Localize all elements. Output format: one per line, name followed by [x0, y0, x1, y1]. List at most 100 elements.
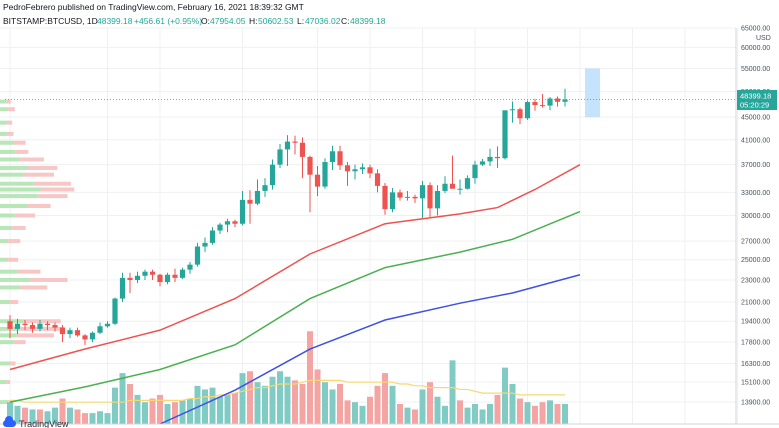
- candle: [472, 160, 478, 184]
- candle: [37, 319, 43, 332]
- volume-bar: [359, 405, 366, 424]
- y-axis-ticks[interactable]: 13900.00 15100.00 16300.00 17800.00 19400.00…: [741, 26, 770, 407]
- last-price: 48399.18: [97, 16, 133, 26]
- projection-rect: [585, 68, 600, 118]
- profile-bar-up: [0, 300, 11, 305]
- current-price-label: 48399.18: [740, 92, 771, 101]
- volume-bar: [374, 385, 381, 424]
- volume-bar: [44, 411, 51, 424]
- candle-body: [547, 98, 553, 106]
- candle: [134, 271, 141, 284]
- candle-body: [247, 199, 253, 204]
- y-tick-label: 41000.00: [741, 137, 770, 144]
- candle: [112, 297, 118, 326]
- y-tick-label: 60000.00: [741, 45, 770, 52]
- volume-ma-line: [10, 379, 565, 403]
- y-tick-label: 45000.00: [741, 115, 770, 122]
- profile-bar-down: [20, 285, 48, 290]
- candle: [217, 222, 223, 234]
- candle-body: [104, 323, 111, 327]
- candle-body: [517, 109, 523, 119]
- candle: [29, 322, 36, 333]
- candle-body: [67, 330, 73, 335]
- candle: [254, 179, 261, 206]
- candle-body: [299, 142, 306, 157]
- candle-body: [502, 110, 508, 159]
- candle: [427, 182, 433, 218]
- candle-body: [292, 141, 298, 143]
- candle: [89, 331, 96, 343]
- profile-bar-up: [0, 181, 34, 186]
- candle: [232, 219, 238, 228]
- profile-bar-up: [0, 340, 14, 345]
- volume-bar: [427, 382, 433, 424]
- volume-bar: [509, 384, 516, 424]
- profile-bar-down: [40, 187, 75, 192]
- candle: [502, 110, 508, 160]
- volume-bar: [254, 382, 261, 424]
- candle: [404, 190, 411, 201]
- close-value: 48399.18: [350, 16, 386, 26]
- price-change: +456.61 (+0.95%): [134, 16, 202, 26]
- profile-bar-down: [10, 300, 19, 305]
- volume-bar: [404, 407, 411, 424]
- profile-bar-up: [0, 333, 17, 338]
- candle-body: [539, 105, 546, 107]
- ohlc-header: BITSTAMP:BTCUSD, 1D 48399.18 +456.61 (+0…: [3, 16, 386, 26]
- candle-body: [179, 269, 186, 278]
- tradingview-logo[interactable]: TradingView: [3, 416, 69, 428]
- volume-bar: [284, 376, 291, 424]
- profile-bar-down: [10, 361, 16, 366]
- profile-bar-down: [8, 400, 12, 405]
- volume-bar: [487, 404, 493, 424]
- candle-body: [524, 102, 531, 119]
- volume-bar: [149, 398, 156, 424]
- candle-body: [322, 162, 328, 187]
- candle: [82, 334, 88, 345]
- profile-bar-down: [16, 333, 54, 338]
- candle-body: [449, 183, 456, 189]
- candle-body: [59, 327, 66, 335]
- volume-bar: [14, 405, 21, 424]
- y-tick-label: 13900.00: [741, 400, 770, 407]
- candle: [517, 107, 523, 125]
- candle: [314, 165, 321, 197]
- candle: [352, 164, 358, 180]
- candle: [337, 145, 343, 170]
- candle: [269, 159, 276, 190]
- volume-bar: [382, 373, 388, 424]
- candle: [524, 100, 531, 120]
- volume-bar: [389, 385, 396, 424]
- tradingview-wordmark: TradingView: [19, 419, 69, 428]
- volume-bar: [119, 373, 126, 424]
- profile-bar-up: [0, 204, 27, 209]
- profile-bar-down: [6, 120, 13, 125]
- candle: [14, 318, 21, 335]
- y-tick-label: 65000.00: [741, 26, 770, 33]
- candle: [52, 322, 58, 332]
- ma_fast-line: [9, 164, 581, 371]
- y-tick-label: 25000.00: [741, 257, 770, 264]
- profile-bar-up: [0, 400, 9, 405]
- volume-bar: [547, 400, 553, 424]
- candle: [67, 327, 73, 339]
- y-tick-label: 55000.00: [741, 66, 770, 73]
- candle-body: [172, 274, 178, 278]
- volume-bar: [172, 402, 178, 424]
- profile-bar-up: [0, 99, 7, 104]
- volume-bar: [367, 396, 373, 424]
- volume-bar: [217, 396, 223, 424]
- volume-bar: [104, 413, 111, 424]
- candle-body: [89, 332, 96, 340]
- candle-body: [419, 185, 426, 199]
- candle-body: [277, 149, 283, 165]
- candle-body: [509, 109, 516, 111]
- volume-bar: [112, 387, 118, 424]
- candle-body: [7, 321, 13, 329]
- candle: [389, 188, 396, 213]
- volume-bar: [352, 402, 358, 424]
- candle: [127, 272, 133, 293]
- candle-body: [22, 323, 28, 326]
- volume-bar: [532, 405, 538, 424]
